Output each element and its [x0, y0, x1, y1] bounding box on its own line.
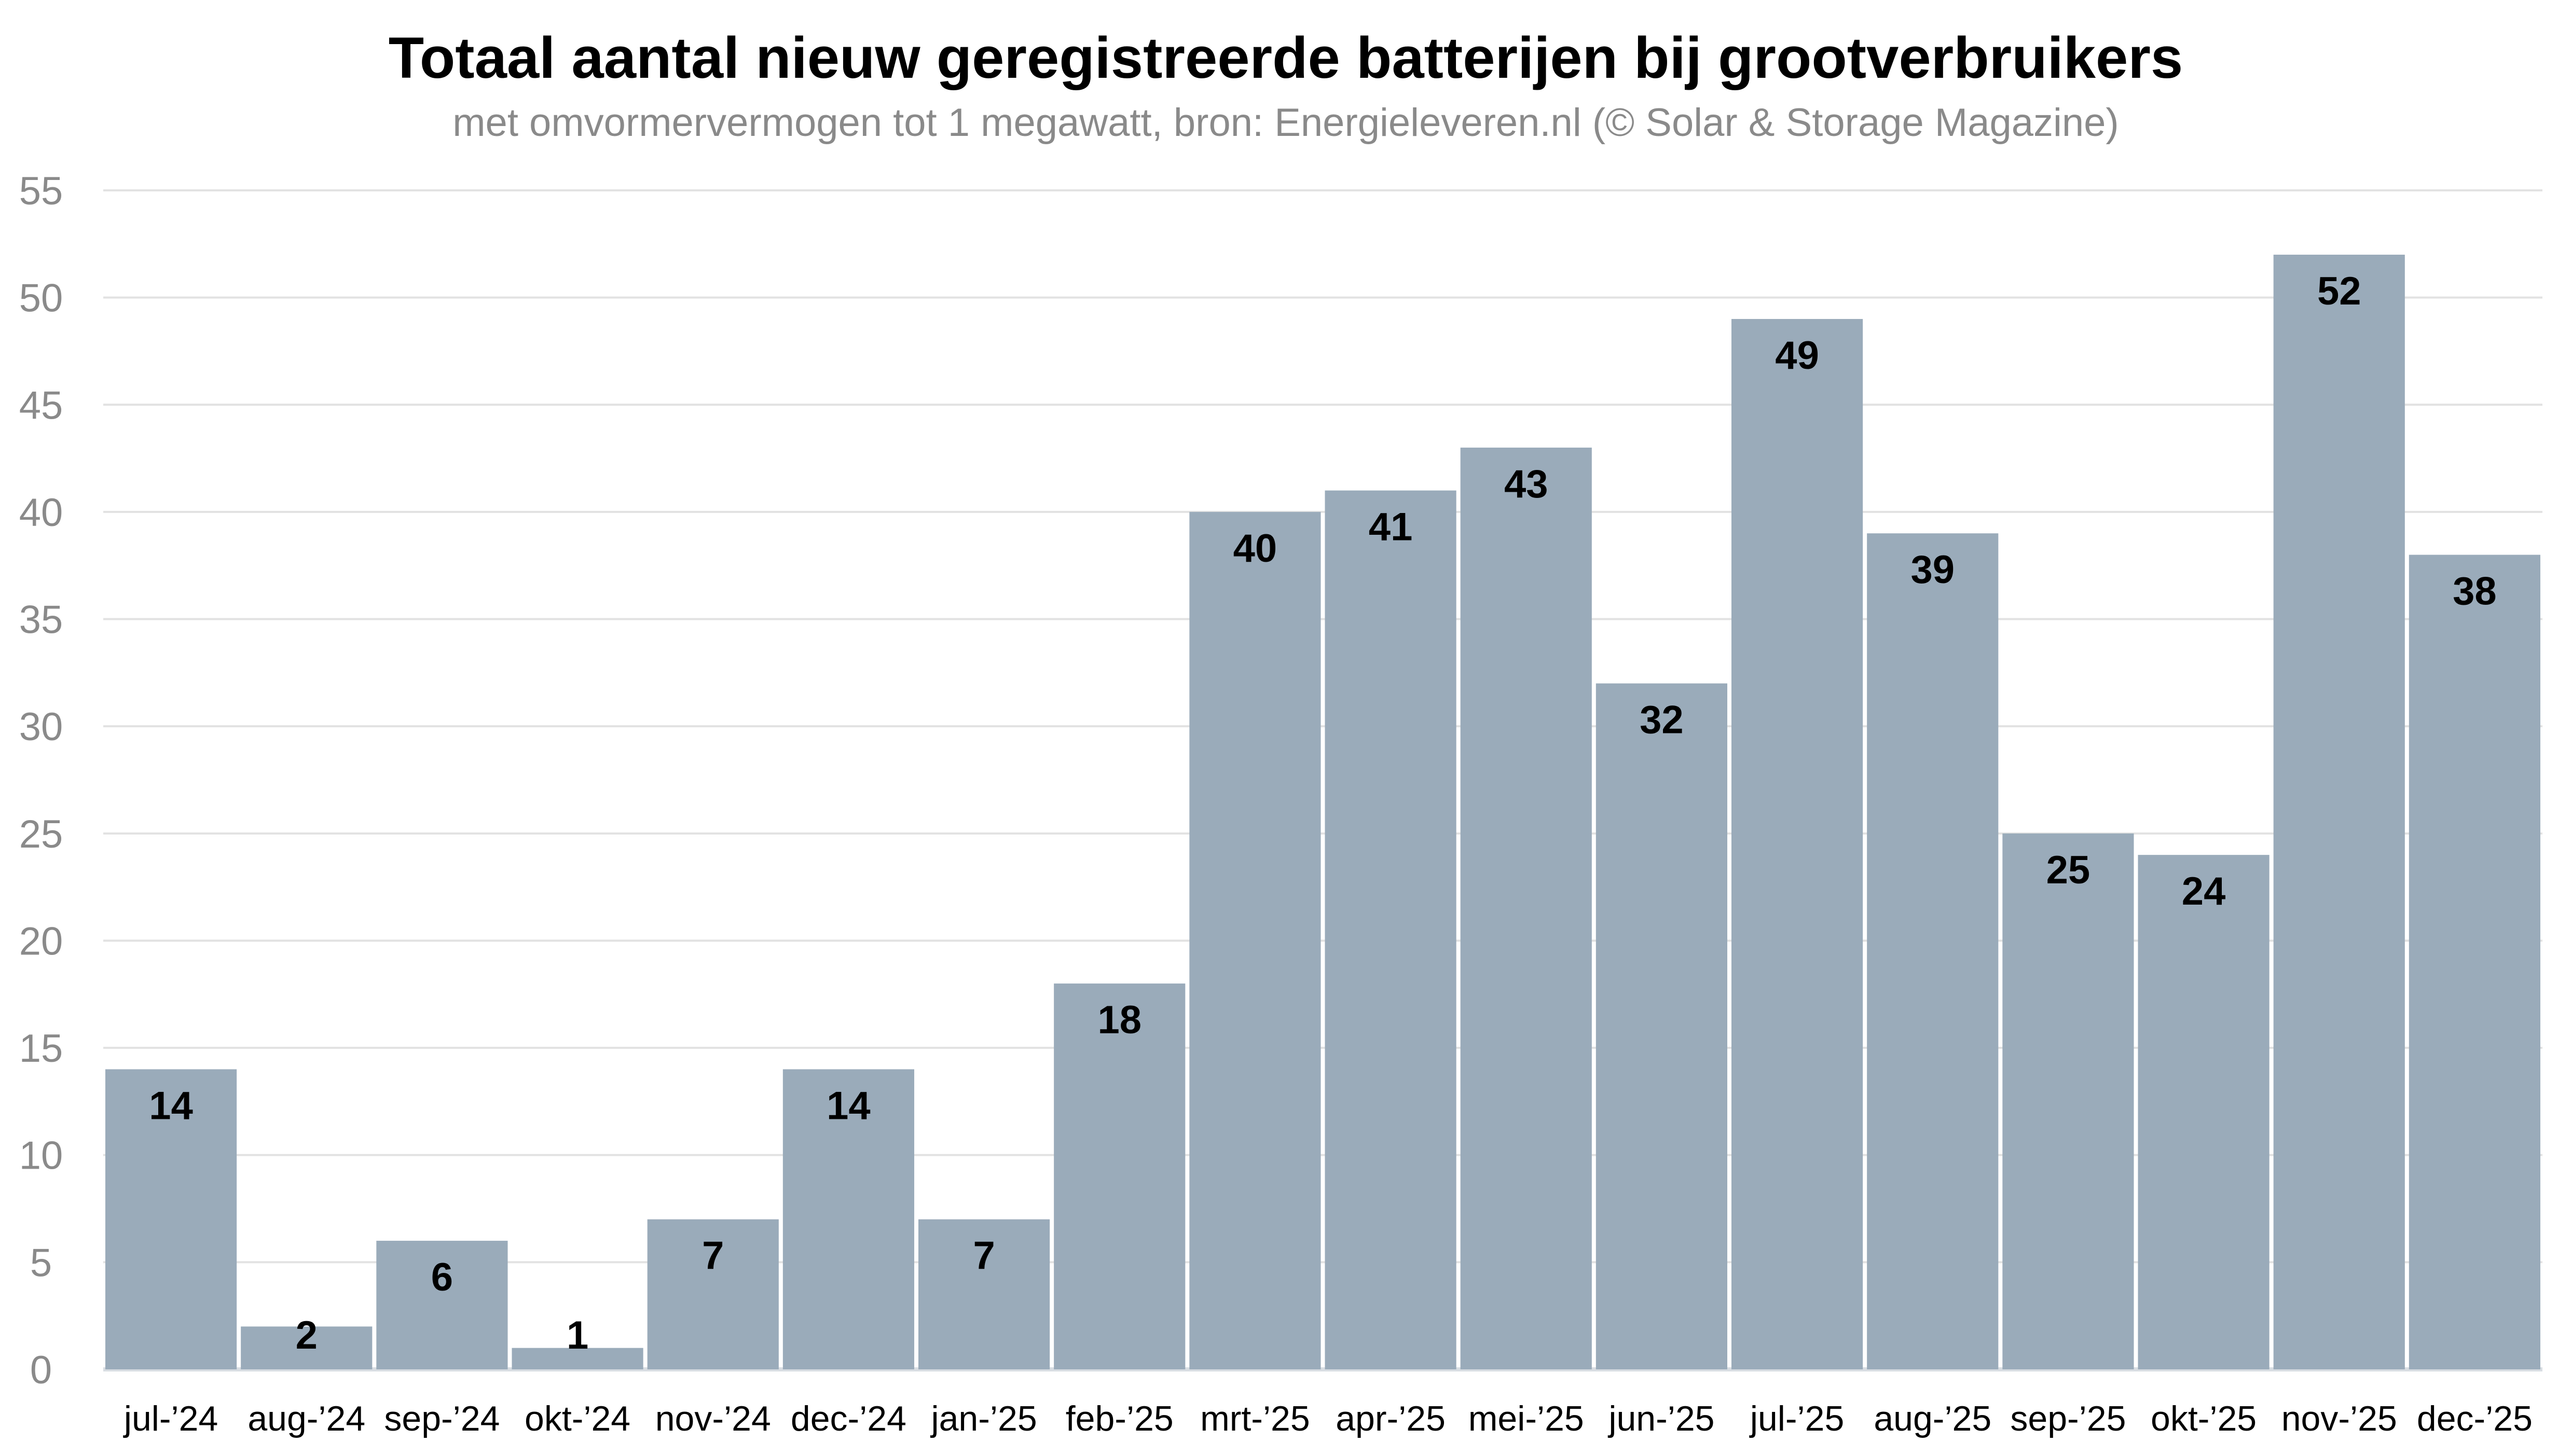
y-tick-label: 15 — [19, 1027, 63, 1071]
bar — [918, 1219, 1050, 1369]
x-axis: jul-’24 aug-’24 sep-’24 okt-’24 nov-’24 dec-’… — [123, 1399, 2533, 1438]
x-tick-label: aug-’25 — [1874, 1399, 1991, 1438]
x-tick-label: mrt-’25 — [1200, 1399, 1310, 1438]
value-label: 41 — [1369, 505, 1413, 549]
y-tick-label: 45 — [19, 383, 63, 427]
x-tick-label: okt-’25 — [2151, 1399, 2257, 1438]
chart-subtitle: met omvormervermogen tot 1 megawatt, bro… — [452, 101, 2119, 145]
y-tick-label: 10 — [19, 1134, 63, 1178]
x-tick-label: apr-’25 — [1336, 1399, 1446, 1438]
x-tick-label: sep-’25 — [2010, 1399, 2126, 1438]
x-tick-label: jul-’25 — [1749, 1399, 1844, 1438]
y-tick-label: 0 — [30, 1348, 52, 1392]
bar — [1731, 318, 1863, 1369]
y-tick-label: 20 — [19, 919, 63, 963]
bar — [1325, 490, 1456, 1370]
x-tick-label: jun-’25 — [1607, 1399, 1714, 1438]
value-label: 7 — [973, 1234, 995, 1278]
gridlines — [103, 189, 2542, 1371]
value-label: 25 — [2046, 848, 2090, 892]
bar — [782, 1069, 914, 1369]
x-tick-label: feb-’25 — [1066, 1399, 1174, 1438]
x-tick-label: okt-’24 — [525, 1399, 630, 1438]
value-label: 14 — [149, 1084, 193, 1128]
bar — [105, 1069, 237, 1369]
value-label: 52 — [2317, 269, 2361, 313]
y-tick-label: 55 — [19, 169, 63, 213]
bar — [241, 1326, 373, 1369]
bar — [1867, 533, 1999, 1369]
bar — [376, 1241, 508, 1369]
x-tick-label: nov-’25 — [2281, 1399, 2397, 1438]
x-tick-label: aug-’24 — [247, 1399, 365, 1438]
value-label: 49 — [1775, 334, 1819, 378]
value-label: 18 — [1097, 998, 1141, 1042]
chart-title: Totaal aantal nieuw geregistreerde batte… — [389, 25, 2183, 90]
bar — [1189, 511, 1321, 1369]
bar — [1596, 683, 1727, 1369]
y-tick-label: 30 — [19, 705, 63, 749]
bar — [647, 1219, 779, 1369]
value-label: 14 — [827, 1084, 871, 1128]
bar — [2273, 254, 2405, 1369]
y-tick-label: 35 — [19, 598, 63, 642]
value-label: 1 — [567, 1313, 588, 1357]
value-label: 43 — [1504, 462, 1548, 506]
bar — [512, 1348, 643, 1369]
x-tick-label: sep-’24 — [384, 1399, 500, 1438]
bars — [105, 254, 2540, 1370]
value-label: 2 — [296, 1313, 318, 1357]
x-tick-label: jan-’25 — [930, 1399, 1037, 1438]
y-tick-label: 40 — [19, 491, 63, 535]
x-tick-label: mei-’25 — [1468, 1399, 1584, 1438]
x-tick-label: nov-’24 — [655, 1399, 771, 1438]
y-tick-label: 5 — [30, 1241, 52, 1285]
value-label: 38 — [2453, 570, 2497, 614]
x-tick-label: dec-’24 — [791, 1399, 906, 1438]
y-tick-label: 50 — [19, 276, 63, 321]
bar — [2002, 833, 2134, 1369]
value-label: 32 — [1640, 698, 1684, 742]
y-axis: 0 5 10 15 20 25 30 35 40 45 50 55 — [19, 169, 63, 1392]
value-label: 7 — [702, 1234, 724, 1278]
x-tick-label: jul-’24 — [123, 1399, 218, 1438]
bar — [1054, 983, 1186, 1369]
value-label: 6 — [431, 1255, 453, 1299]
y-tick-label: 25 — [19, 812, 63, 856]
bar — [2138, 855, 2270, 1369]
value-label: 24 — [2182, 869, 2226, 913]
value-labels: 14 2 6 1 7 14 7 18 40 41 43 32 49 39 25 24 52 38 — [149, 269, 2496, 1357]
value-label: 40 — [1233, 526, 1277, 571]
bar — [1460, 447, 1592, 1369]
x-tick-label: dec-’25 — [2417, 1399, 2533, 1438]
value-label: 39 — [1910, 548, 1955, 592]
bar — [2409, 554, 2540, 1369]
